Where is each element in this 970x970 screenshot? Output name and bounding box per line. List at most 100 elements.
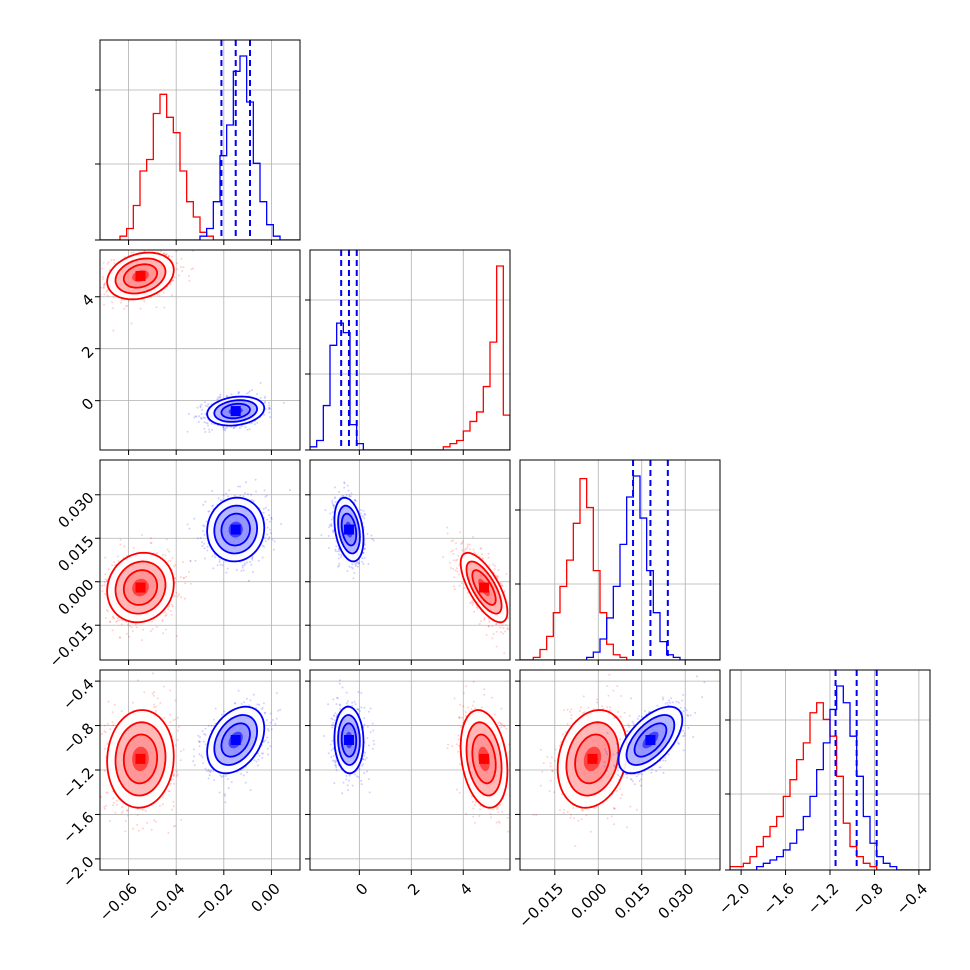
scatter-point <box>363 517 366 520</box>
panel-0-0 <box>95 39 301 245</box>
scatter-point <box>363 556 366 559</box>
scatter-point <box>357 562 360 565</box>
scatter-point <box>251 556 254 559</box>
scatter-point <box>105 804 108 807</box>
scatter-point <box>219 499 222 502</box>
scatter-point <box>204 500 207 503</box>
panel-content-1-1 <box>310 250 510 450</box>
scatter-point <box>249 561 251 564</box>
scatter-point <box>165 253 168 256</box>
scatter-point <box>96 292 98 294</box>
scatter-point <box>246 561 248 564</box>
scatter-point <box>154 705 157 708</box>
scatter-point <box>221 564 224 567</box>
scatter-point <box>259 381 262 384</box>
scatter-point <box>501 584 504 587</box>
scatter-point <box>174 718 177 721</box>
scatter-point <box>228 489 231 492</box>
scatter-point <box>338 564 341 567</box>
histogram-blue <box>520 475 720 660</box>
scatter-point <box>204 401 206 404</box>
scatter-point <box>143 250 146 253</box>
scatter-point <box>216 398 219 401</box>
scatter-point <box>355 562 358 565</box>
scatter-point <box>93 769 95 771</box>
scatter-point <box>361 557 364 560</box>
panel-frame <box>309 459 511 661</box>
scatter-point <box>466 591 469 594</box>
scatter-point <box>176 262 179 265</box>
scatter-point <box>176 268 179 271</box>
scatter-point <box>170 613 173 616</box>
scatter-point <box>110 259 113 261</box>
scatter-point <box>113 259 116 261</box>
contour-line-red <box>471 569 497 606</box>
scatter-point <box>144 810 147 813</box>
scatter-point <box>150 246 152 248</box>
scatter-point <box>109 620 112 623</box>
scatter-point <box>204 404 207 407</box>
panel-2-1 <box>305 459 513 665</box>
scatter-point <box>176 739 179 742</box>
scatter-point <box>359 512 362 515</box>
scatter-point <box>112 723 115 726</box>
scatter-point <box>352 567 354 570</box>
scatter-point <box>330 523 333 525</box>
scatter-point <box>251 558 254 561</box>
scatter-point <box>168 790 171 793</box>
scatter-point <box>505 572 508 575</box>
scatter-point <box>143 808 146 811</box>
scatter-point <box>332 529 335 532</box>
scatter-point <box>208 510 211 513</box>
scatter-point <box>493 564 496 567</box>
y-tick-label: 0.000 <box>54 576 97 619</box>
scatter-point <box>159 250 162 253</box>
scatter-point <box>103 293 106 296</box>
scatter-point <box>167 255 170 258</box>
scatter-point <box>161 803 164 806</box>
scatter-point <box>132 827 135 830</box>
scatter-point <box>193 517 196 520</box>
scatter-point <box>121 619 124 622</box>
scatter-point <box>100 795 103 798</box>
contour-line-blue <box>213 399 259 423</box>
scatter-point <box>356 561 359 564</box>
scatter-point <box>130 251 133 254</box>
scatter-point <box>153 706 156 709</box>
scatter-point <box>108 620 111 623</box>
scatter-point <box>342 494 345 497</box>
scatter-point <box>493 568 496 571</box>
contour-line-red <box>122 263 158 289</box>
scatter-point <box>201 529 204 532</box>
scatter-point <box>354 564 357 567</box>
scatter-point <box>238 427 241 429</box>
scatter-point <box>481 557 484 560</box>
scatter-point <box>106 289 109 292</box>
scatter-point <box>113 617 115 620</box>
scatter-point <box>111 790 114 793</box>
scatter-point <box>470 601 473 604</box>
scatter-point <box>162 685 165 688</box>
scatter-point <box>333 506 335 509</box>
scatter-point <box>180 818 183 821</box>
scatter-point <box>103 303 106 306</box>
scatter-point <box>506 628 509 631</box>
scatter-point <box>280 523 283 525</box>
scatter-point <box>103 584 106 587</box>
scatter-point <box>200 417 203 420</box>
scatter-point <box>176 595 179 598</box>
scatter-point <box>172 773 175 776</box>
scatter-point <box>343 486 346 489</box>
scatter-point <box>128 624 131 627</box>
scatter-point <box>182 561 185 564</box>
scatter-point <box>511 605 513 607</box>
histogram-red <box>310 265 510 450</box>
panel-1-0: 024 <box>78 246 301 455</box>
scatter-point <box>136 823 139 826</box>
scatter-point <box>190 268 193 271</box>
density-peak-red <box>135 582 146 593</box>
scatter-point <box>241 566 244 569</box>
scatter-point <box>202 416 205 419</box>
scatter-point <box>141 808 144 811</box>
scatter-point <box>237 485 240 488</box>
